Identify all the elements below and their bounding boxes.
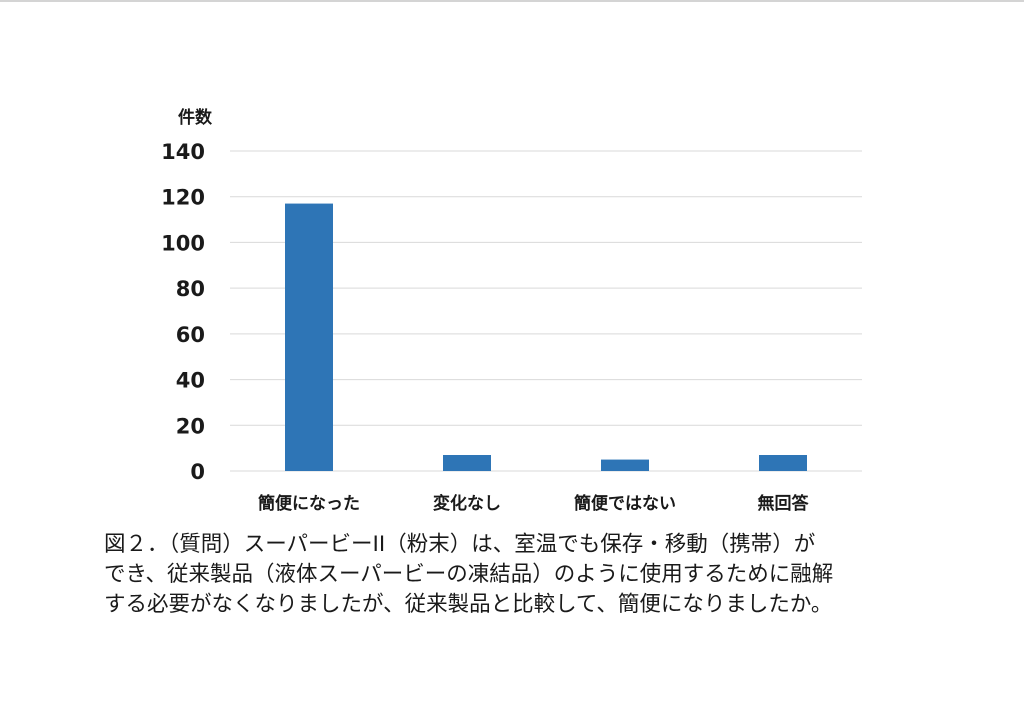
caption-line-1: 図２．（質問）スーパービーII（粉末）は、室温でも保存・移動（携帯）が (104, 532, 816, 557)
bar-chart: 0 20 40 60 80 100 120 140 簡便になった 変化なし 簡便ではない 無回答 (161, 140, 862, 514)
y-tick-label: 20 (176, 414, 205, 438)
y-tick-label: 40 (176, 369, 205, 393)
y-axis-label: 件数 (178, 108, 212, 128)
caption-line-3: する必要がなくなりましたが、従来製品と比較して、簡便になりましたか。 (104, 592, 833, 617)
x-tick-label: 無回答 (758, 493, 810, 514)
bar (759, 455, 807, 471)
scan-edge (0, 0, 1024, 2)
bar (285, 203, 333, 472)
y-tick-label: 140 (161, 140, 205, 164)
caption-line-2: でき、従来製品（液体スーパービーの凍結品）のように使用するために融解 (104, 562, 834, 587)
y-tick-label: 100 (161, 231, 205, 255)
x-tick-label: 簡便になった (257, 493, 360, 514)
bar (601, 459, 649, 471)
y-tick-label: 0 (190, 460, 205, 484)
y-tick-label: 60 (176, 323, 205, 347)
figure-caption: 図２．（質問）スーパービーII（粉末）は、室温でも保存・移動（携帯）が でき、従… (104, 530, 974, 620)
y-tick-label: 120 (161, 186, 205, 210)
bar (443, 455, 491, 471)
x-tick-label: 簡便ではない (573, 493, 676, 514)
y-tick-label: 80 (176, 277, 205, 301)
x-tick-label: 変化なし (433, 493, 501, 514)
